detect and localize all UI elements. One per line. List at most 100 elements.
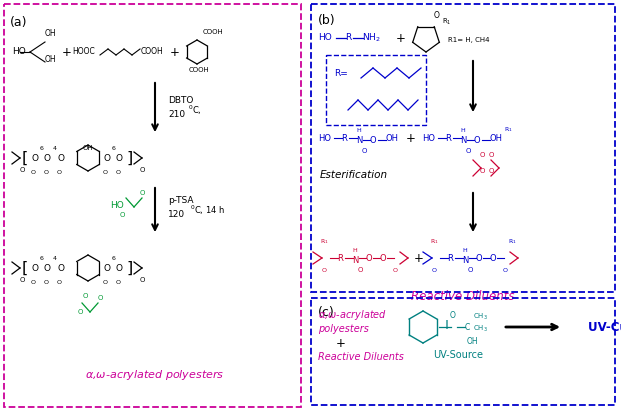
Text: O: O [489,254,496,263]
Text: O: O [489,152,494,158]
Text: +: + [414,252,424,265]
Text: R$_1$: R$_1$ [430,238,439,247]
Text: COOH: COOH [203,29,224,35]
Text: R: R [341,134,347,143]
Text: UV-Cured PUs: UV-Cured PUs [588,321,621,333]
Text: O: O [44,169,49,175]
Bar [4,4,301,407]
Text: R1= H, CH4: R1= H, CH4 [448,37,489,43]
Text: CH$_3$: CH$_3$ [473,324,488,334]
Text: O: O [31,153,38,162]
Text: +: + [336,337,346,349]
Text: R$_1$: R$_1$ [442,17,451,27]
Text: O: O [57,169,62,175]
Text: HO: HO [318,134,331,143]
Text: O: O [475,254,482,263]
Text: O: O [468,267,473,273]
Text: [: [ [22,261,28,275]
Text: O: O [140,277,145,283]
Text: O: O [31,279,36,284]
Text: (b): (b) [317,14,335,27]
Text: 4: 4 [53,145,57,150]
Text: O: O [358,267,363,273]
Text: UV-Source: UV-Source [433,350,483,360]
Text: OH: OH [83,145,94,151]
Text: O: O [20,277,25,283]
Text: O: O [20,167,25,173]
Text: OH: OH [467,337,479,346]
Text: O: O [322,268,327,272]
Text: HOOC: HOOC [72,48,95,56]
Text: +: + [170,46,180,58]
Text: O: O [393,268,398,272]
Text: O: O [480,152,486,158]
Text: Reactive Diluents: Reactive Diluents [318,352,404,362]
Text: O: O [503,268,508,272]
Text: (a): (a) [10,16,27,29]
Text: O: O [116,153,123,162]
Text: N: N [462,256,468,265]
Text: O: O [379,254,386,263]
Text: Reactive Diluents: Reactive Diluents [411,289,515,302]
Text: 4: 4 [53,256,57,261]
Text: O: O [57,153,64,162]
Text: 6: 6 [40,145,44,150]
Text: R: R [447,254,453,263]
Text: O: O [103,263,110,272]
Text: $^0$C, 14 h: $^0$C, 14 h [190,203,225,217]
Text: O: O [466,148,471,154]
Text: O: O [31,263,38,272]
Text: HO: HO [318,34,332,42]
Text: O: O [480,168,486,174]
Text: H: H [352,247,356,252]
Text: 6: 6 [40,256,44,261]
Text: ]: ] [126,150,132,166]
Text: Esterification: Esterification [320,170,388,180]
Text: R=: R= [334,69,348,78]
Text: polyesters: polyesters [318,324,369,334]
Text: ]: ] [126,261,132,275]
Text: N: N [352,256,358,265]
Text: p-TSA: p-TSA [168,196,194,205]
Text: O: O [116,263,123,272]
Text: COOH: COOH [189,67,210,73]
Text: 6: 6 [112,145,116,150]
Text: OH: OH [385,134,398,143]
Text: OH: OH [45,30,57,39]
Text: O: O [98,295,103,301]
Bar [311,4,615,292]
Text: N: N [356,136,363,145]
Text: H: H [356,127,361,132]
Text: H: H [462,247,467,252]
Text: [: [ [22,150,28,166]
Text: HO: HO [110,201,124,210]
Text: O: O [44,279,49,284]
Text: OH: OH [45,55,57,65]
Text: H: H [460,127,465,132]
Text: HO: HO [12,48,25,56]
Text: O: O [44,153,51,162]
Text: NH$_2$: NH$_2$ [362,32,381,44]
Text: COOH: COOH [141,48,164,56]
Text: O: O [365,254,371,263]
Text: O: O [103,279,108,284]
Text: O: O [31,169,36,175]
Text: 6: 6 [112,256,116,261]
Text: OH: OH [489,134,502,143]
Text: O: O [369,136,376,145]
Text: R: R [445,134,451,143]
Text: $\alpha$,$\omega$-acrylated: $\alpha$,$\omega$-acrylated [318,308,387,322]
Text: +: + [62,46,72,58]
Text: HO: HO [422,134,435,143]
Text: R$_1$: R$_1$ [504,125,513,134]
Text: N: N [460,136,466,145]
Text: O: O [83,293,88,299]
Text: O: O [473,136,479,145]
Text: O: O [120,212,125,218]
Text: O: O [57,279,62,284]
Text: +: + [406,132,416,145]
Bar [326,55,426,125]
Text: (c): (c) [317,306,334,319]
Text: O: O [78,309,83,315]
Text: R: R [337,254,343,263]
